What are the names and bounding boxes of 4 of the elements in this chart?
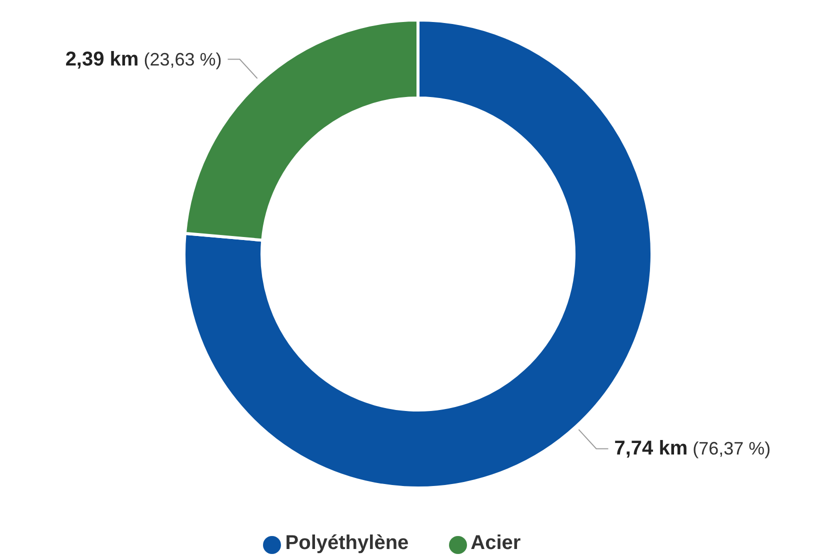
data-label: 2,39 km (23,63 %): [65, 48, 222, 70]
data-label: 7,74 km (76,37 %): [614, 438, 771, 460]
legend-label: Polyéthylène: [285, 532, 409, 554]
legend-label: Acier: [470, 532, 521, 554]
